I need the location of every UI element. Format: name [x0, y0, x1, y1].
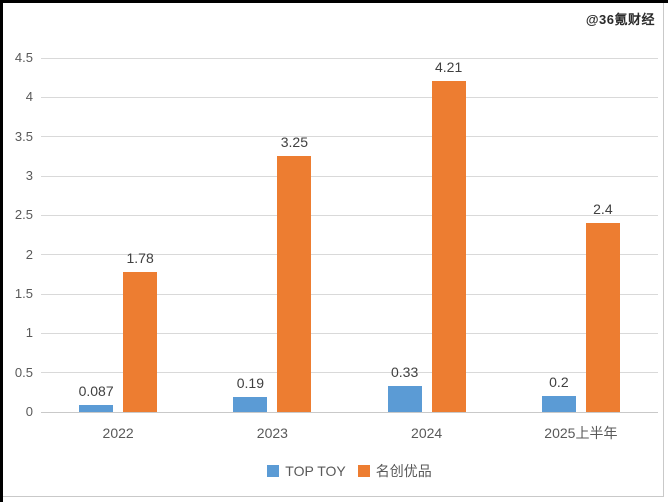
value-label-名创优品-2025上半年: 2.4	[593, 201, 613, 218]
bar-top-toy-2024	[387, 386, 422, 412]
gridline-y-2.5	[41, 214, 658, 216]
gridline-y-3.5	[41, 136, 658, 138]
y-tick-label-3: 3	[25, 168, 33, 183]
y-tick-label-1.5: 1.5	[14, 286, 33, 301]
x-tick-label-2022: 2022	[102, 425, 134, 441]
y-tick-label-3.5: 3.5	[14, 128, 33, 144]
bar-top-toy-2025上半年	[541, 396, 576, 412]
value-label-top-toy-2024: 0.33	[391, 364, 419, 381]
legend-label-top-toy: TOP TOY	[285, 463, 346, 479]
value-label-名创优品-2023: 3.25	[280, 134, 308, 151]
value-label-top-toy-2025上半年: 0.2	[549, 374, 569, 391]
chart-legend: TOP TOY 名创优品	[41, 461, 658, 481]
y-tick-label-4: 4	[25, 89, 33, 105]
value-label-名创优品-2022: 1.78	[126, 249, 154, 266]
watermark-36kr: @36氪财经	[585, 12, 655, 27]
legend-swatch-名创优品	[357, 465, 370, 477]
legend-item-名创优品: 名创优品	[357, 461, 432, 481]
legend-label-名创优品: 名创优品	[375, 463, 432, 479]
bar-top-toy-2023	[233, 397, 268, 412]
bar-top-toy-2022	[79, 405, 114, 412]
gridline-y-2	[41, 254, 658, 256]
bar-名创优品-2023	[277, 156, 312, 412]
y-tick-label-2.5: 2.5	[14, 207, 33, 223]
frame-border-bottom	[3, 496, 664, 497]
frame-border-right	[663, 3, 664, 497]
gridline-y-1	[41, 332, 658, 334]
y-tick-label-0: 0	[25, 404, 33, 419]
bar-名创优品-2022	[123, 271, 158, 412]
legend-item-top-toy: TOP TOY	[267, 463, 346, 479]
y-tick-label-2: 2	[25, 246, 33, 262]
gridline-y-3	[41, 175, 658, 177]
x-tick-label-2024: 2024	[411, 425, 443, 441]
gridline-y-4	[41, 96, 658, 98]
value-label-top-toy-2023: 0.19	[236, 375, 264, 392]
gridline-y-4.5	[41, 57, 658, 59]
gridline-y-0.5	[41, 372, 658, 374]
frame-border-top	[0, 0, 668, 3]
x-axis-line	[41, 411, 658, 413]
value-label-top-toy-2022: 0.087	[78, 383, 114, 400]
x-tick-label-2025上半年: 2025上半年	[544, 425, 618, 441]
legend-swatch-top-toy	[267, 465, 280, 477]
y-tick-label-4.5: 4.5	[14, 50, 33, 65]
bar-名创优品-2024	[431, 80, 466, 412]
value-label-名创优品-2024: 4.21	[435, 58, 463, 75]
y-tick-label-0.5: 0.5	[14, 364, 33, 380]
bar-名创优品-2025上半年	[585, 223, 620, 412]
frame-border-left	[0, 0, 3, 502]
y-tick-label-1: 1	[25, 325, 33, 341]
x-tick-label-2023: 2023	[256, 425, 288, 441]
gridline-y-1.5	[41, 293, 658, 295]
